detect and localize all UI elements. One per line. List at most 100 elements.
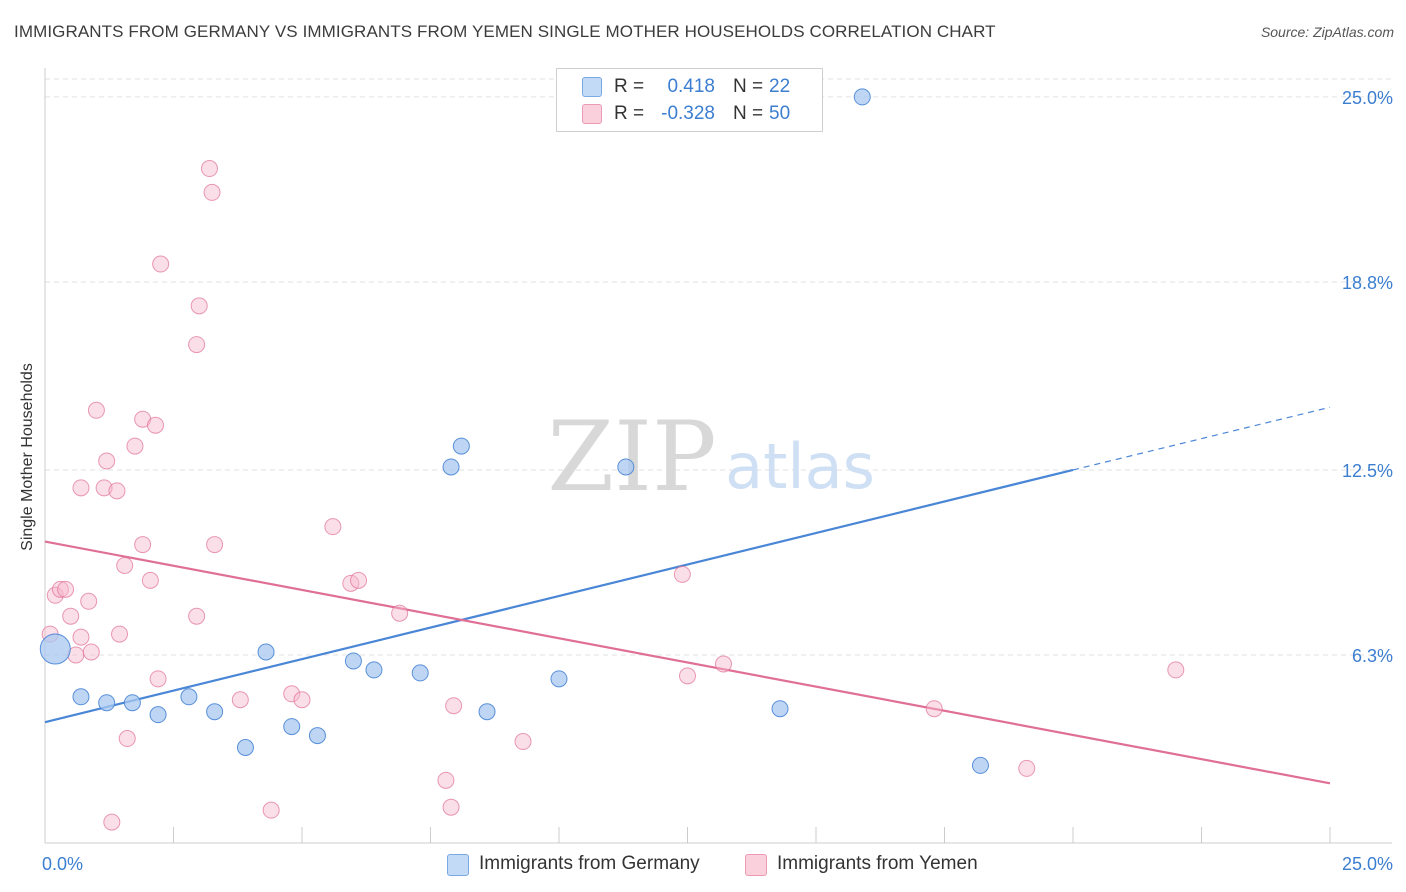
bottom-legend-label: Immigrants from Germany: [479, 853, 700, 874]
watermark-atlas: atlas: [725, 430, 875, 503]
point-yemen: [80, 592, 98, 610]
legend-swatch-yemen: [582, 104, 602, 124]
point-germany: [308, 727, 326, 745]
legend-n-label: N =: [733, 76, 764, 97]
point-yemen: [231, 691, 249, 709]
point-yemen: [116, 556, 134, 574]
grid-lines: [45, 78, 1392, 656]
point-yemen: [437, 771, 455, 789]
axes: [44, 68, 1392, 844]
y-tick-label: 6.3%: [1352, 646, 1393, 666]
trend-lines: [44, 406, 1331, 785]
point-yemen: [262, 801, 280, 819]
point-yemen: [87, 401, 105, 419]
point-germany: [617, 458, 635, 476]
point-germany: [283, 718, 301, 736]
point-germany: [39, 633, 71, 665]
point-yemen: [673, 565, 691, 583]
legend-n-value: 50: [769, 103, 791, 124]
point-yemen: [82, 643, 100, 661]
legend-n-value: 22: [769, 76, 791, 97]
legend-r-value: -0.328: [661, 103, 715, 124]
point-germany: [971, 756, 989, 774]
point-yemen: [134, 536, 152, 554]
point-yemen: [103, 813, 121, 831]
point-germany: [365, 661, 383, 679]
legend-r-label: R =: [614, 103, 645, 124]
point-germany: [236, 739, 254, 756]
point-yemen: [1167, 661, 1185, 679]
point-yemen: [57, 580, 75, 598]
point-yemen: [98, 452, 116, 470]
point-yemen: [126, 437, 144, 455]
legend-swatch-germany: [582, 77, 602, 97]
point-yemen: [203, 183, 221, 201]
point-yemen: [118, 730, 136, 748]
bottom-legend-swatch-germany: [447, 854, 469, 876]
point-germany: [452, 437, 470, 455]
point-yemen: [72, 479, 90, 497]
point-yemen: [442, 798, 460, 816]
point-yemen: [679, 667, 696, 685]
point-yemen: [925, 700, 943, 718]
point-yemen: [188, 607, 206, 625]
point-germany: [853, 88, 871, 106]
point-yemen: [1018, 759, 1036, 777]
point-germany: [149, 706, 167, 724]
x-tick-label: 25.0%: [1342, 854, 1393, 874]
point-yemen: [445, 697, 463, 715]
point-yemen: [206, 536, 224, 554]
bottom-legend-swatch-yemen: [745, 854, 767, 876]
point-yemen: [95, 479, 113, 497]
point-germany: [478, 703, 496, 721]
point-yemen: [51, 580, 69, 598]
point-germany: [771, 700, 789, 718]
point-yemen: [72, 628, 90, 646]
point-yemen: [141, 571, 159, 589]
point-yemen: [293, 691, 311, 709]
tick-labels: 6.3% 12.5% 18.8% 25.0% 0.0% 25.0%: [42, 88, 1393, 874]
point-yemen: [152, 255, 170, 273]
point-germany: [550, 670, 568, 688]
point-germany: [344, 652, 362, 670]
point-yemen: [714, 655, 732, 673]
trend-line-extension: [1072, 406, 1331, 471]
point-germany: [257, 643, 275, 661]
point-yemen: [324, 518, 342, 536]
correlation-legend: R = 0.418 N = 22 R = -0.328 N = 50: [556, 68, 823, 132]
point-yemen: [108, 482, 126, 500]
data-points: [39, 88, 1185, 831]
watermark: ZIP atlas: [547, 401, 875, 513]
point-germany: [411, 664, 429, 682]
source-label: Source: ZipAtlas.com: [1260, 24, 1394, 40]
point-yemen: [200, 160, 218, 178]
legend-r-label: R =: [614, 76, 645, 97]
legend-r-value: 0.418: [667, 76, 715, 97]
watermark-zip: ZIP: [547, 401, 716, 513]
trend-line-germany: [44, 468, 1074, 724]
point-yemen: [147, 416, 165, 434]
point-germany: [206, 703, 224, 721]
point-germany: [98, 694, 116, 712]
point-yemen: [190, 297, 208, 315]
bottom-legend-label: Immigrants from Yemen: [777, 853, 978, 874]
x-tick-label: 0.0%: [42, 854, 83, 874]
point-yemen: [514, 733, 532, 751]
y-tick-label: 25.0%: [1342, 88, 1393, 108]
legend-row-yemen: R = -0.328 N = 50: [557, 101, 822, 127]
legend-row-germany: R = 0.418 N = 22: [557, 74, 822, 100]
point-yemen: [62, 607, 80, 625]
legend-n-label: N =: [733, 103, 764, 124]
point-yemen: [149, 670, 167, 688]
point-yemen: [188, 336, 206, 354]
y-tick-label: 18.8%: [1342, 273, 1393, 293]
y-tick-label: 12.5%: [1342, 461, 1393, 481]
point-yemen: [350, 571, 368, 589]
chart-title: IMMIGRANTS FROM GERMANY VS IMMIGRANTS FR…: [14, 22, 996, 41]
point-germany: [123, 694, 141, 712]
point-yemen: [283, 685, 301, 703]
point-germany: [180, 688, 198, 706]
trend-line-yemen: [44, 540, 1331, 785]
point-yemen: [391, 604, 409, 622]
